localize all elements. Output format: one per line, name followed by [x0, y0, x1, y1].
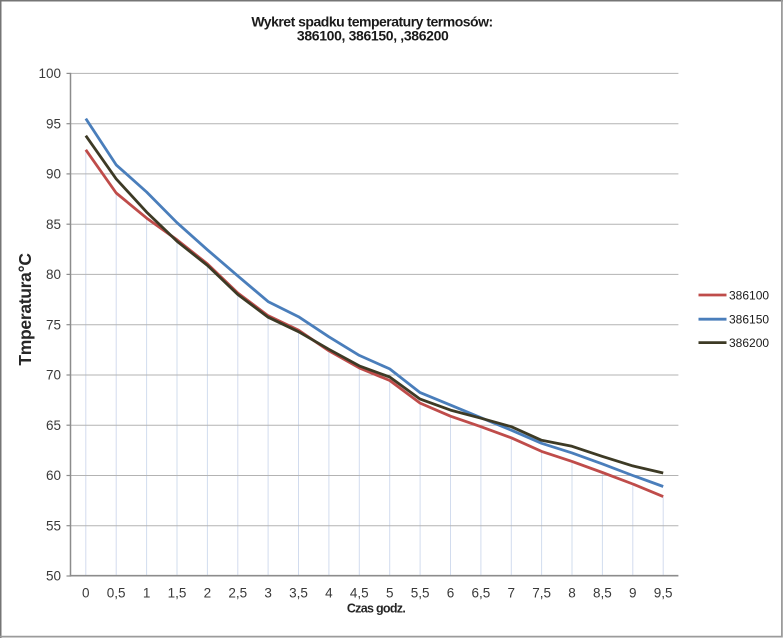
svg-text:65: 65 — [46, 418, 61, 433]
svg-text:0,5: 0,5 — [107, 586, 126, 601]
svg-text:2: 2 — [204, 586, 212, 601]
svg-text:1,5: 1,5 — [168, 586, 187, 601]
svg-text:70: 70 — [46, 368, 61, 383]
svg-text:9: 9 — [629, 586, 637, 601]
svg-text:85: 85 — [46, 217, 61, 232]
svg-text:3,5: 3,5 — [289, 586, 308, 601]
svg-text:386150: 386150 — [729, 313, 769, 327]
svg-text:Czas godz.: Czas godz. — [347, 602, 406, 616]
svg-text:2,5: 2,5 — [228, 586, 247, 601]
svg-text:1: 1 — [143, 586, 151, 601]
svg-text:50: 50 — [46, 569, 61, 584]
svg-text:4,5: 4,5 — [350, 586, 369, 601]
svg-text:100: 100 — [38, 66, 61, 81]
svg-text:8: 8 — [568, 586, 576, 601]
svg-text:9,5: 9,5 — [654, 586, 673, 601]
svg-text:0: 0 — [82, 586, 90, 601]
svg-text:3: 3 — [264, 586, 272, 601]
svg-text:Tmperatura°C: Tmperatura°C — [15, 253, 35, 366]
svg-text:8,5: 8,5 — [593, 586, 612, 601]
svg-text:55: 55 — [46, 518, 61, 533]
svg-text:60: 60 — [46, 468, 61, 483]
svg-text:5: 5 — [386, 586, 394, 601]
svg-text:386100, 386150, ,386200: 386100, 386150, ,386200 — [297, 27, 449, 43]
svg-text:90: 90 — [46, 167, 61, 182]
svg-text:386200: 386200 — [729, 336, 769, 350]
svg-text:95: 95 — [46, 116, 61, 131]
svg-text:80: 80 — [46, 267, 61, 282]
svg-text:7: 7 — [508, 586, 516, 601]
svg-text:7,5: 7,5 — [532, 586, 551, 601]
svg-text:6: 6 — [447, 586, 455, 601]
svg-text:Wykret spadku temperatury term: Wykret spadku temperatury termosów: — [251, 13, 492, 29]
svg-text:6,5: 6,5 — [472, 586, 491, 601]
svg-text:5,5: 5,5 — [411, 586, 430, 601]
svg-text:386100: 386100 — [729, 288, 769, 302]
svg-text:4: 4 — [325, 586, 333, 601]
svg-text:75: 75 — [46, 317, 61, 332]
